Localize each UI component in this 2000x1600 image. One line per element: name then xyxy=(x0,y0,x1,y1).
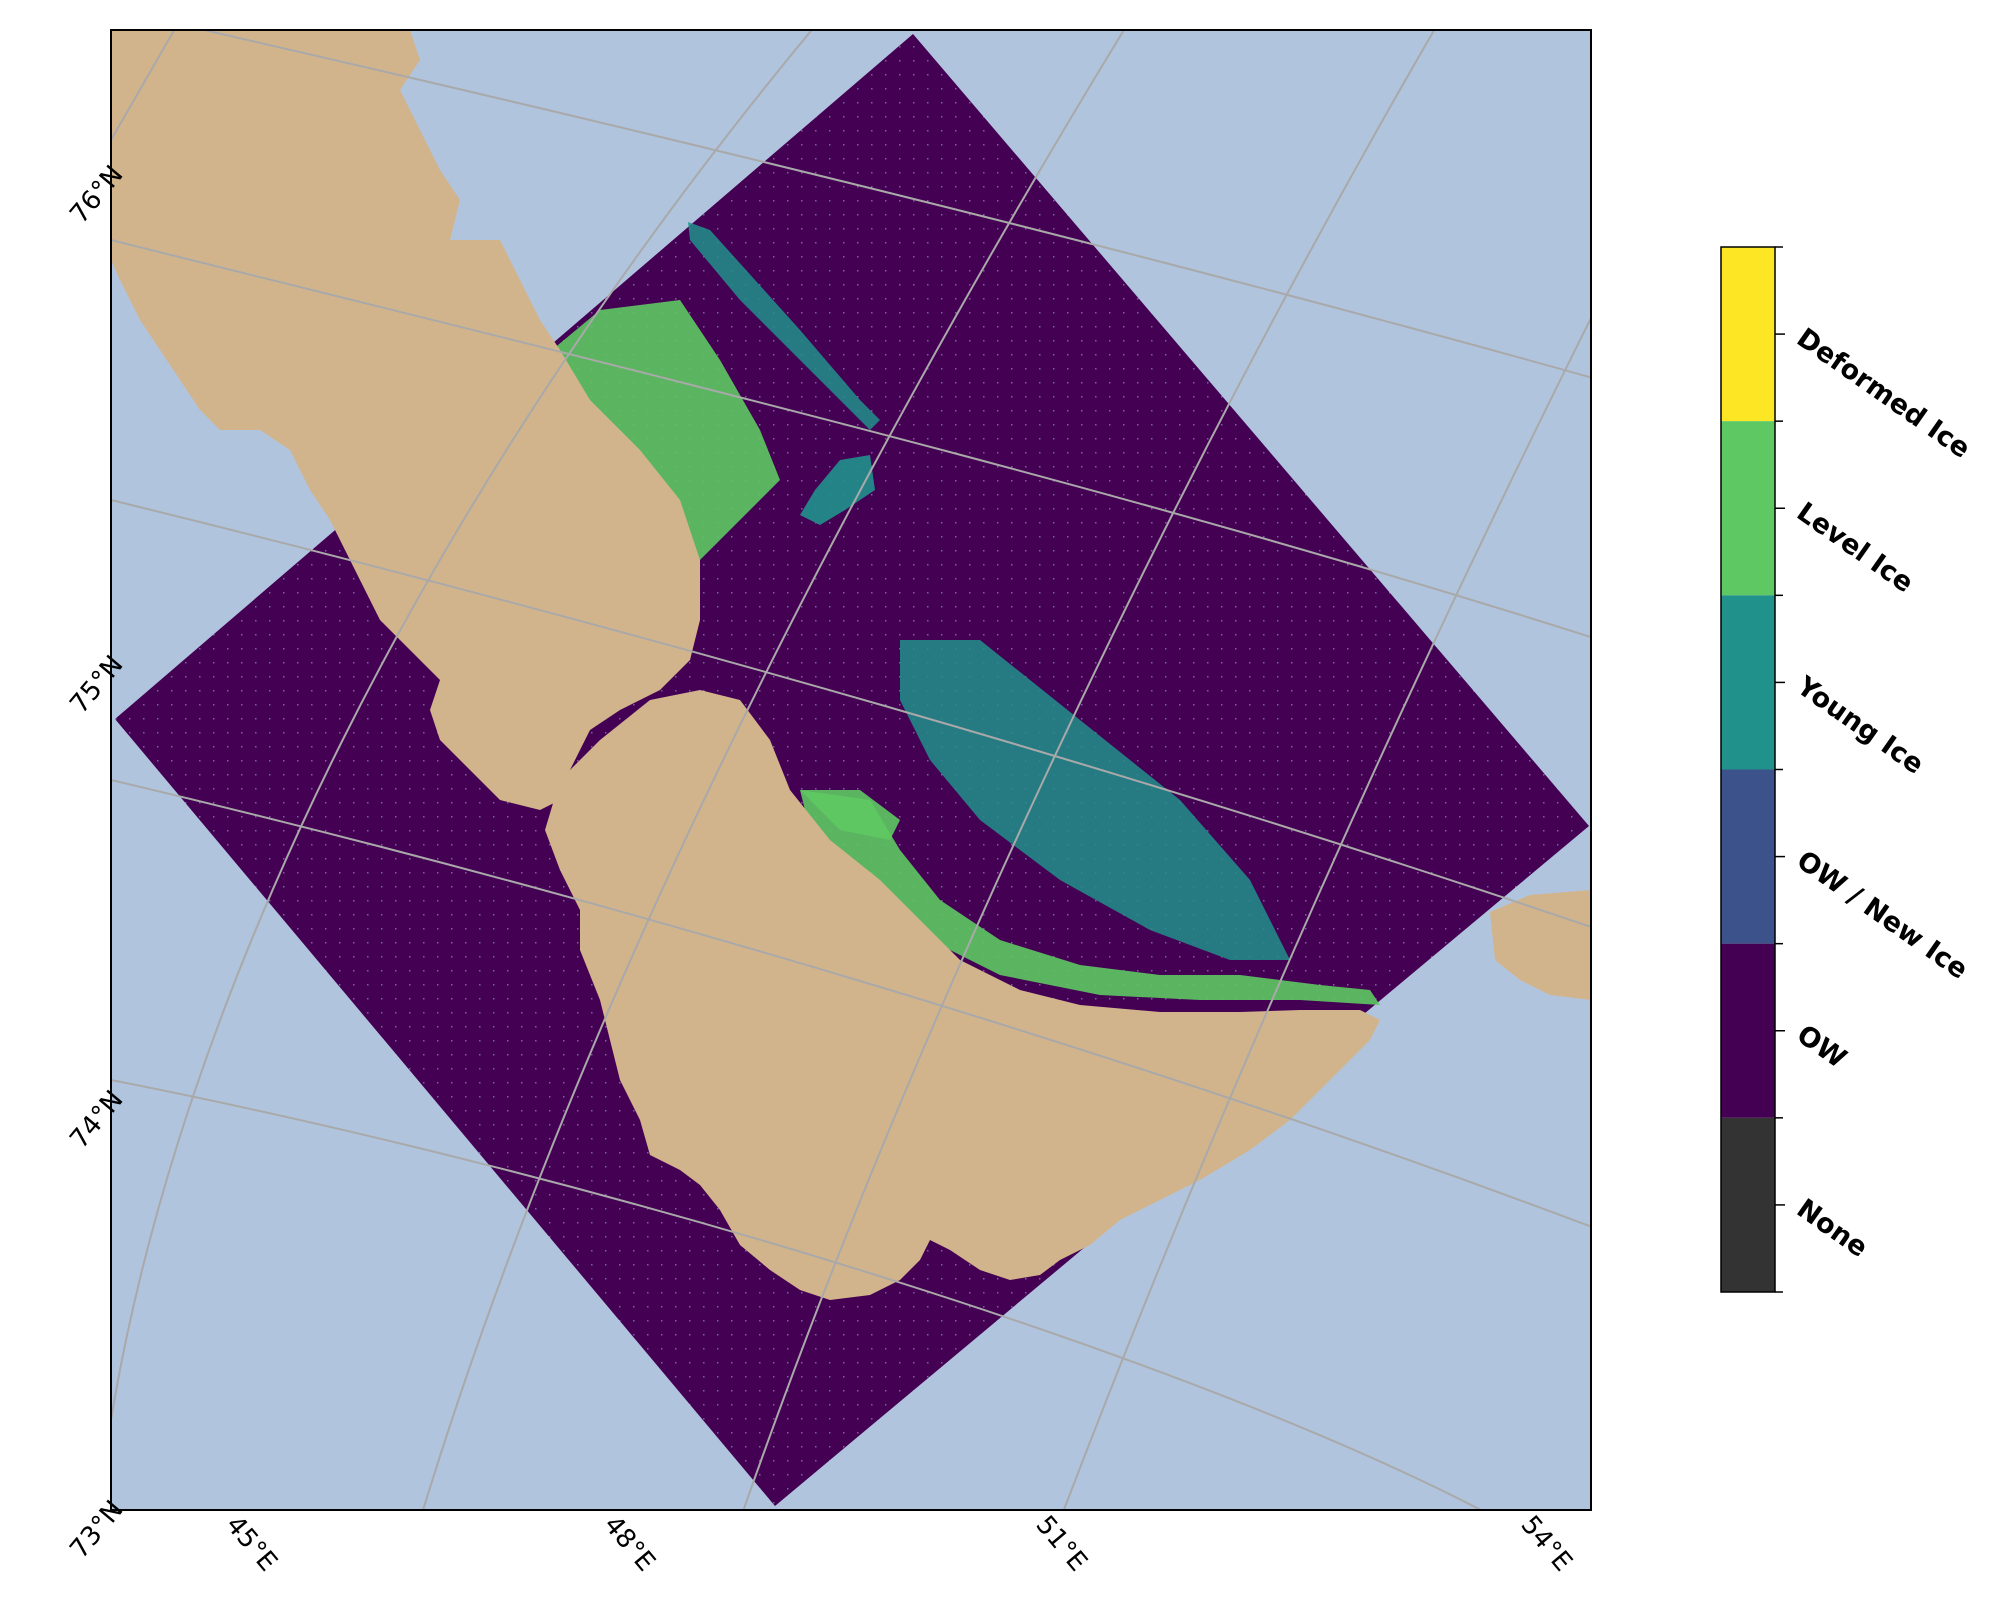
meridian-45E xyxy=(111,30,176,141)
lon-label-48E: 48°E xyxy=(598,1510,661,1577)
colorbar-swatch xyxy=(1721,1117,1775,1292)
level-ice-patch-mid xyxy=(800,790,900,840)
colorbar-swatch xyxy=(1721,595,1775,770)
meridian-48E xyxy=(422,30,1126,1510)
colorbar-swatch xyxy=(1721,247,1775,422)
meridian-46E xyxy=(111,30,814,1421)
colorbar-label: Deformed Ice xyxy=(1791,322,1976,464)
map-panel xyxy=(111,30,1591,1510)
map-frame xyxy=(110,29,1592,1511)
sar-swath xyxy=(115,34,1589,1506)
colorbar-label: OW xyxy=(1791,1019,1852,1075)
ice-classification-layer xyxy=(520,222,1380,1005)
colorbar-swatch xyxy=(1721,421,1775,596)
novaya-zemlya-north-island xyxy=(111,30,700,810)
ice-class-colorbar: Deformed Ice Level Ice Young Ice OW / New I… xyxy=(1720,246,1976,1293)
colorbar-label: None xyxy=(1791,1193,1873,1264)
young-ice-band-south xyxy=(900,640,1290,960)
colorbar-label: Level Ice xyxy=(1791,497,1919,600)
parallel-75N xyxy=(111,499,1591,929)
young-ice-patch-center xyxy=(800,455,875,525)
lon-label-54E: 54°E xyxy=(1515,1510,1578,1577)
meridian-53E xyxy=(1062,315,1591,1510)
colorbar-label: OW / New Ice xyxy=(1791,845,1973,986)
parallel-76N xyxy=(199,30,1591,379)
young-ice-streak-north xyxy=(688,222,880,430)
level-ice-zone-north xyxy=(520,300,780,620)
lon-label-51E: 51°E xyxy=(1030,1510,1093,1577)
colorbar-swatch xyxy=(1721,769,1775,944)
colorbar-swatch xyxy=(1721,943,1775,1118)
parallel-75N-5 xyxy=(111,239,1591,639)
novaya-zemlya-south-island xyxy=(545,690,1380,1300)
parallel-74N-5 xyxy=(111,779,1591,1228)
graticule xyxy=(111,30,1591,1510)
lon-label-45E: 45°E xyxy=(220,1510,283,1577)
colorbar-frame xyxy=(1720,246,1776,1293)
colorbar-label: Young Ice xyxy=(1790,670,1929,780)
parallel-74N xyxy=(111,1079,1484,1510)
meridian-51E xyxy=(742,30,1436,1510)
